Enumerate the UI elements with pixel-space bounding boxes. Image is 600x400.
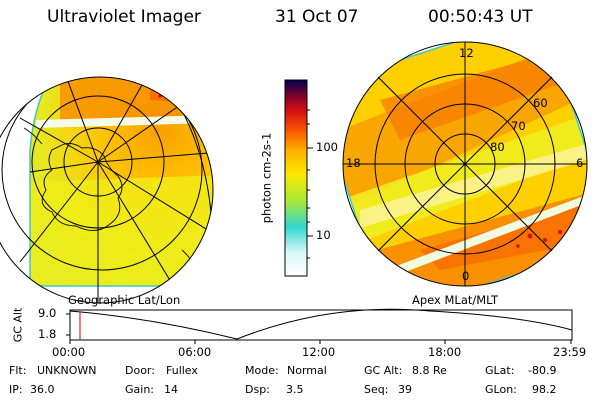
altitude-plot [66,308,573,344]
glat-label: GLat: [485,364,515,377]
altitude-x-tick: 12:00 [302,345,336,359]
colorbar-tick-10: 10 [316,228,331,242]
seq-value: 39 [398,383,412,396]
colorbar [284,79,313,277]
mlt-label-6: 6 [576,156,584,170]
mlt-label-18: 18 [346,156,361,170]
mlat-label-70: 70 [511,119,526,133]
glat-value: -80.9 [528,364,557,377]
gc-alt-value: 8.8 Re [412,364,447,377]
mlat-label-80: 80 [490,140,505,154]
gain-value: 14 [164,383,178,396]
colorbar-unit-label: photon cm-2s-1 [259,132,274,224]
right-panel-label: Apex MLat/MLT [412,293,499,307]
glon-value: 98.2 [532,383,557,396]
mlat-label-60: 60 [533,96,548,110]
altitude-y-tick-high: 9.0 [38,306,57,320]
date-label: 31 Oct 07 [275,7,359,27]
colorbar-tick-100: 100 [316,140,338,154]
altitude-x-tick: 06:00 [178,345,212,359]
flight-value: UNKNOWN [37,364,97,377]
altitude-y-label: GC Alt [11,307,25,343]
glon-label: GLon: [485,383,517,396]
left-panel-label: Geographic Lat/Lon [68,293,181,307]
dsp-value: 3.5 [286,383,304,396]
door-value: Fullex [166,364,198,377]
flight-label: Flt: [9,364,27,377]
seq-label: Seq: [364,383,389,396]
ip-label: IP: [9,383,23,396]
time-label: 00:50:43 UT [428,7,533,27]
altitude-x-tick: 00:00 [52,345,86,359]
mlt-label-12: 12 [459,46,474,60]
mode-label: Mode: [245,364,279,377]
gc-alt-label: GC Alt: [364,364,403,377]
dsp-label: Dsp: [245,383,270,396]
instrument-title: Ultraviolet Imager [47,7,201,27]
ip-value: 36.0 [30,383,55,396]
mlt-label-0: 0 [462,269,470,283]
mode-value: Normal [287,364,327,377]
gain-label: Gain: [125,383,154,396]
door-label: Door: [125,364,155,377]
altitude-y-tick-low: 1.8 [38,327,57,341]
altitude-x-tick: 18:00 [428,345,462,359]
left-map [0,76,214,304]
altitude-x-tick: 23:59 [553,345,587,359]
